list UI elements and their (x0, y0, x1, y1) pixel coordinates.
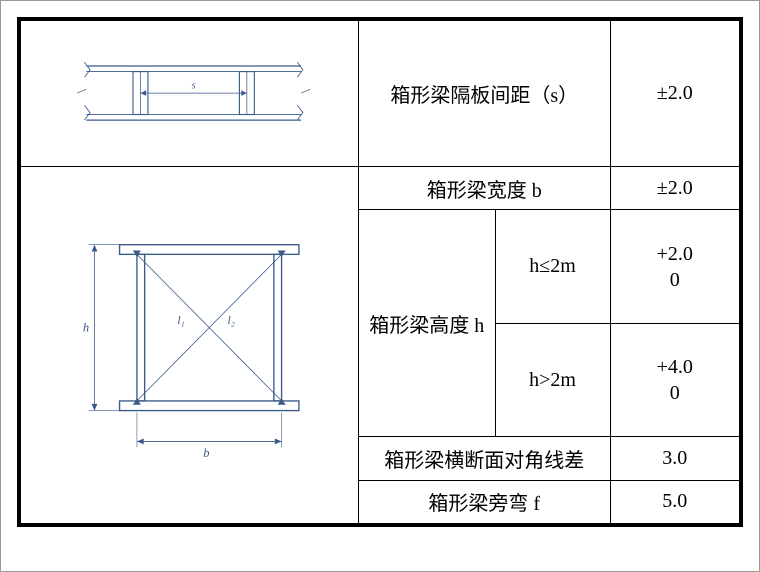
row3b-value: +4.0 0 (610, 323, 739, 437)
svg-text:s: s (192, 80, 196, 91)
diagram-top-cell: s (21, 21, 359, 167)
row5-label: 箱形梁旁弯 f (358, 480, 610, 523)
svg-text:h: h (83, 321, 89, 335)
table-frame: s 箱形梁隔板间距（s） ±2.0 (17, 17, 743, 527)
row3b-v2: 0 (615, 380, 735, 406)
beam-section-diagram: h b l₁ l₂ (34, 210, 344, 480)
row1-value: ±2.0 (610, 21, 739, 167)
beam-side-diagram: s (39, 38, 339, 150)
svg-text:l₂: l₂ (228, 314, 235, 327)
row2-value: ±2.0 (610, 167, 739, 210)
diagram-section-cell: h b l₁ l₂ (21, 167, 359, 524)
row3b-v1: +4.0 (615, 354, 735, 380)
row4-label: 箱形梁横断面对角线差 (358, 437, 610, 480)
spec-table: s 箱形梁隔板间距（s） ±2.0 (20, 20, 740, 524)
row2-label: 箱形梁宽度 b (358, 167, 610, 210)
row3a-value: +2.0 0 (610, 210, 739, 324)
row3a-v2: 0 (615, 267, 735, 293)
row3a-v1: +2.0 (615, 241, 735, 267)
row3-label: 箱形梁高度 h (358, 210, 495, 437)
row4-value: 3.0 (610, 437, 739, 480)
row5-value: 5.0 (610, 480, 739, 523)
row1-label: 箱形梁隔板间距（s） (358, 21, 610, 167)
row3a-cond: h≤2m (495, 210, 610, 324)
svg-text:l₁: l₁ (178, 314, 185, 327)
svg-text:b: b (204, 446, 210, 460)
row3b-cond: h>2m (495, 323, 610, 437)
